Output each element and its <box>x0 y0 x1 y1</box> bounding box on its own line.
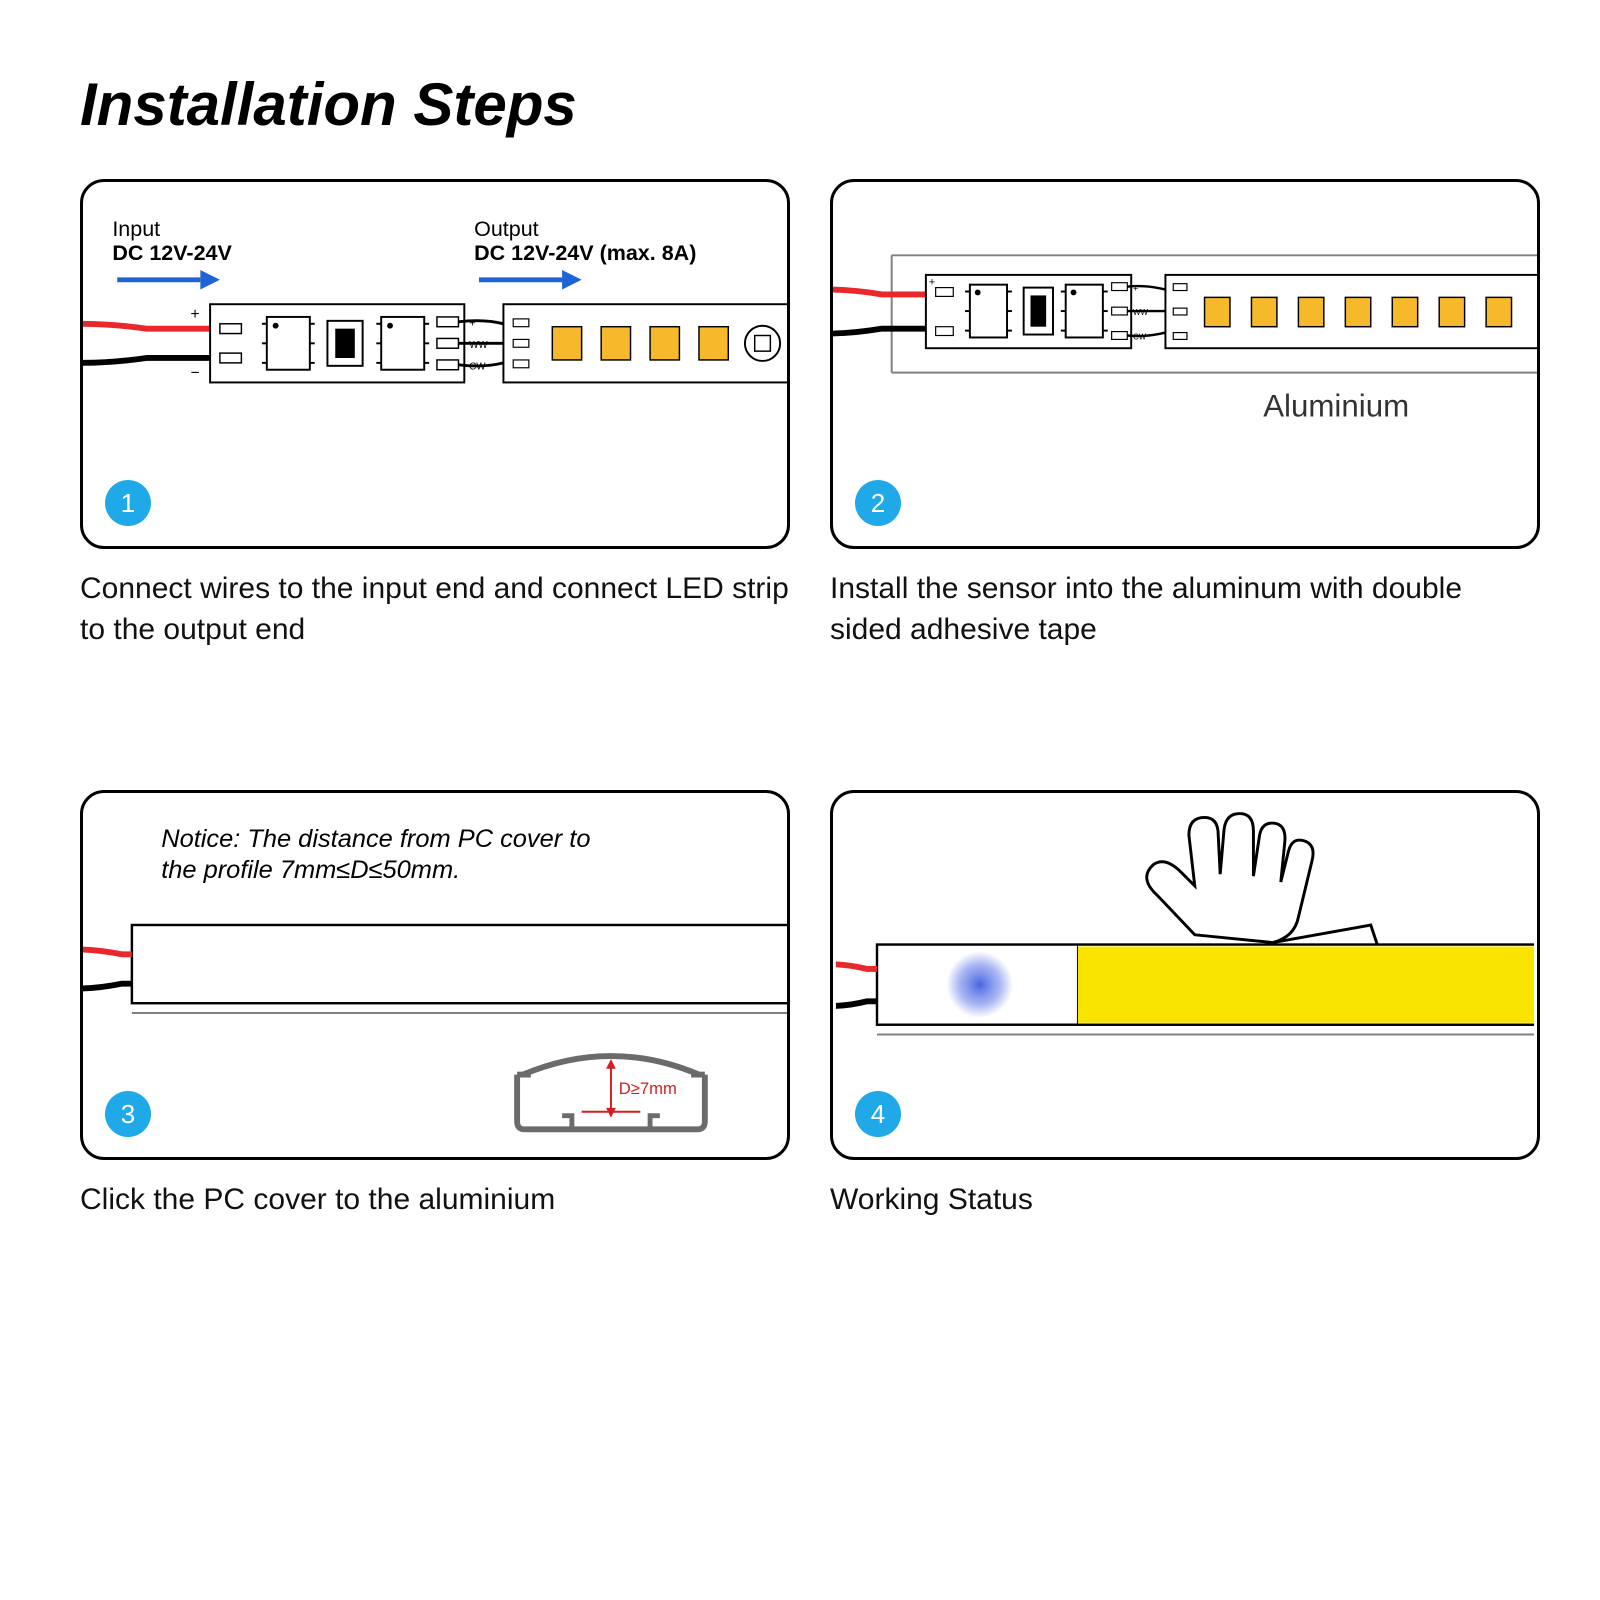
step-4-illustration <box>833 793 1537 1155</box>
step-number-badge: 2 <box>855 480 901 526</box>
svg-text:DC 12V-24V: DC 12V-24V <box>112 241 232 265</box>
svg-text:Input: Input <box>112 217 160 241</box>
step-1: Input DC 12V-24V Output DC 12V-24V (max.… <box>80 179 790 650</box>
step-number-badge: 4 <box>855 1091 901 1137</box>
svg-text:DC 12V-24V (max. 8A): DC 12V-24V (max. 8A) <box>474 241 696 265</box>
step-3-caption: Click the PC cover to the aluminium <box>80 1180 790 1221</box>
step-number-badge: 3 <box>105 1091 151 1137</box>
step-1-caption: Connect wires to the input end and conne… <box>80 569 790 650</box>
step-3: Notice: The distance from PC cover to th… <box>80 790 790 1261</box>
svg-text:Aluminium: Aluminium <box>1263 389 1409 424</box>
step-3-illustration: Notice: The distance from PC cover to th… <box>83 793 787 1155</box>
step-2-panel: + <box>830 179 1540 549</box>
step-4: 4 Working Status <box>830 790 1540 1261</box>
svg-text:D≥7mm: D≥7mm <box>619 1079 677 1098</box>
steps-grid: Input DC 12V-24V Output DC 12V-24V (max.… <box>80 179 1540 1261</box>
step-number-badge: 1 <box>105 480 151 526</box>
step-4-panel: 4 <box>830 790 1540 1160</box>
step-2-caption: Install the sensor into the aluminum wit… <box>830 569 1540 650</box>
svg-text:Output: Output <box>474 217 539 241</box>
svg-text:WW: WW <box>1133 308 1148 317</box>
svg-text:+: + <box>191 306 200 323</box>
step-4-caption: Working Status <box>830 1180 1540 1221</box>
step-1-illustration: Input DC 12V-24V Output DC 12V-24V (max.… <box>83 182 787 544</box>
svg-text:−: − <box>191 365 200 382</box>
step-3-panel: Notice: The distance from PC cover to th… <box>80 790 790 1160</box>
step-2: + <box>830 179 1540 650</box>
step-2-illustration: + <box>833 182 1537 544</box>
step-1-panel: Input DC 12V-24V Output DC 12V-24V (max.… <box>80 179 790 549</box>
svg-text:+: + <box>929 277 935 289</box>
page-title: Installation Steps <box>80 70 1540 139</box>
svg-text:Notice: The distance from PC c: Notice: The distance from PC cover to th… <box>161 825 597 884</box>
